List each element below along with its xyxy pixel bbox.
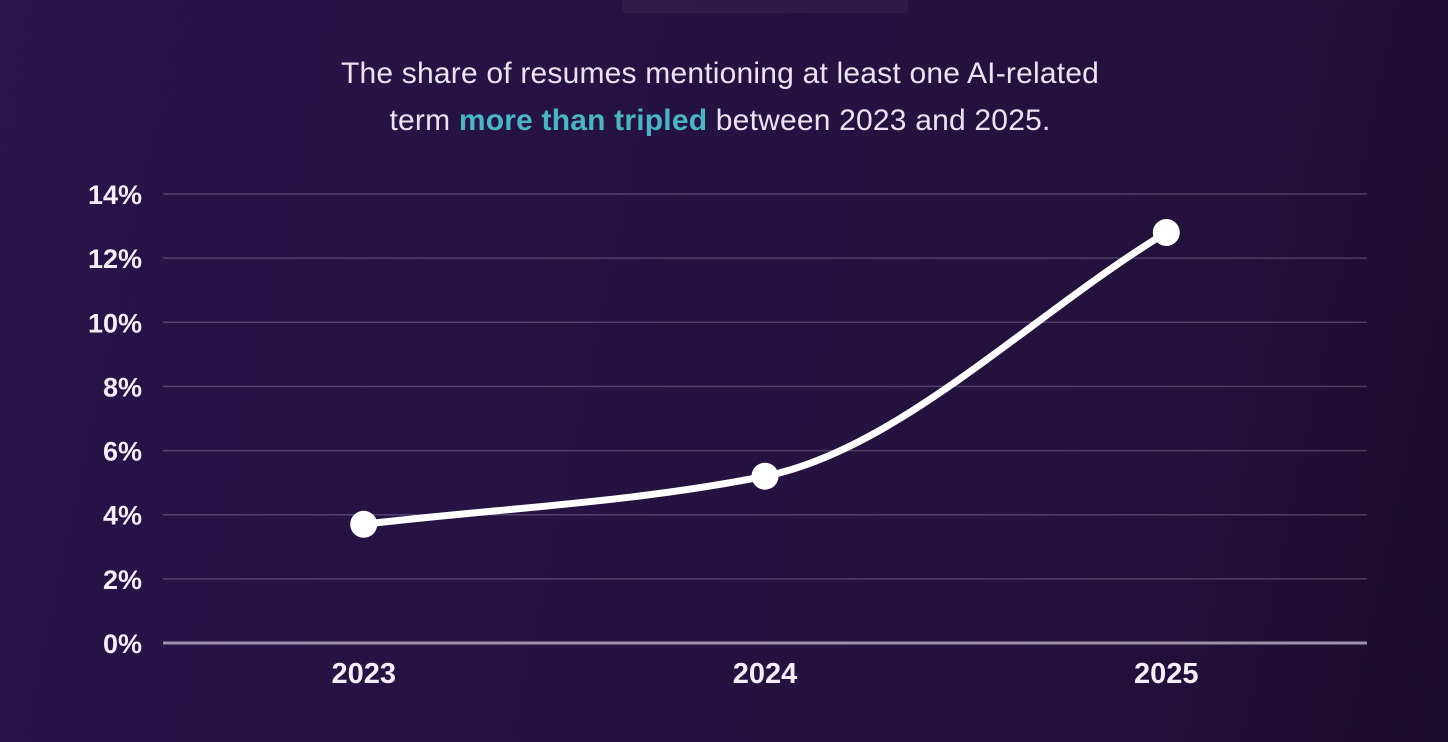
chart-title-line-1: The share of resumes mentioning at least… [0,50,1440,97]
data-point-2024 [751,462,779,490]
data-point-2025 [1152,219,1180,246]
y-tick-label: 10% [88,308,142,338]
chart-title-line-2: term more than tripled between 2023 and … [0,97,1440,144]
y-tick-label: 4% [103,501,142,531]
chart-title: The share of resumes mentioning at least… [0,50,1440,144]
x-tick-label-2024: 2024 [733,658,798,690]
y-tick-label: 14% [88,180,142,210]
title-text-1: The share of resumes mentioning at least… [340,57,1100,90]
x-tick-label-2023: 2023 [331,658,396,690]
x-tick-label-2025: 2025 [1134,658,1199,690]
title-highlight: more than tripled [458,104,708,137]
data-point-2023 [350,510,378,538]
y-tick-label: 6% [103,437,142,467]
y-tick-label: 0% [103,629,142,659]
title-text-3: between 2023 and 2025. [707,104,1051,137]
y-tick-label: 12% [88,244,142,274]
top-glow-artifact [622,0,908,13]
y-tick-label: 8% [103,372,142,402]
title-text-2: term [389,104,459,137]
y-tick-label: 2% [103,565,142,595]
